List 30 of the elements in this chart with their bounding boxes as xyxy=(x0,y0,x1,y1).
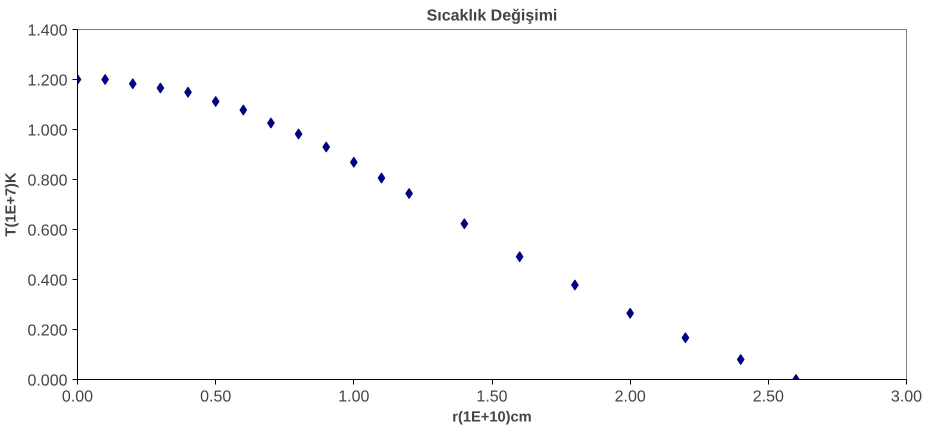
y-tick-label: 1.000 xyxy=(27,122,68,140)
x-tick-label: 0.50 xyxy=(200,388,232,406)
x-tick-label: 1.00 xyxy=(338,388,370,406)
point xyxy=(212,96,220,107)
y-tick-label: 0.400 xyxy=(27,272,68,290)
point xyxy=(322,142,330,152)
y-axis-title: T(1E+7)K xyxy=(3,172,20,236)
y-tick-label: 0.000 xyxy=(27,372,68,390)
x-tick-label: 2.00 xyxy=(614,388,646,406)
y-tick-label: 0.200 xyxy=(27,322,68,340)
y-tick-label: 0.800 xyxy=(27,172,68,190)
y-tick-label: 1.200 xyxy=(27,72,68,90)
point xyxy=(101,74,109,85)
point xyxy=(239,104,248,116)
point xyxy=(405,188,413,199)
x-tick-label: 3.00 xyxy=(890,388,922,406)
point xyxy=(128,78,137,90)
point xyxy=(294,128,302,140)
x-axis-title: r(1E+10)cm xyxy=(452,410,532,426)
point xyxy=(571,280,579,290)
chart-title: Sıcaklık Değişimi xyxy=(426,8,558,24)
point xyxy=(736,354,745,365)
x-tick-label: 0.00 xyxy=(62,388,94,406)
point xyxy=(378,172,386,184)
y-tick-label: 0.600 xyxy=(27,222,68,240)
y-tick-label: 1.400 xyxy=(27,22,68,40)
point xyxy=(156,82,164,94)
x-tick-label: 2.50 xyxy=(752,388,784,406)
point xyxy=(267,118,275,128)
x-tick-label: 1.50 xyxy=(476,388,508,406)
